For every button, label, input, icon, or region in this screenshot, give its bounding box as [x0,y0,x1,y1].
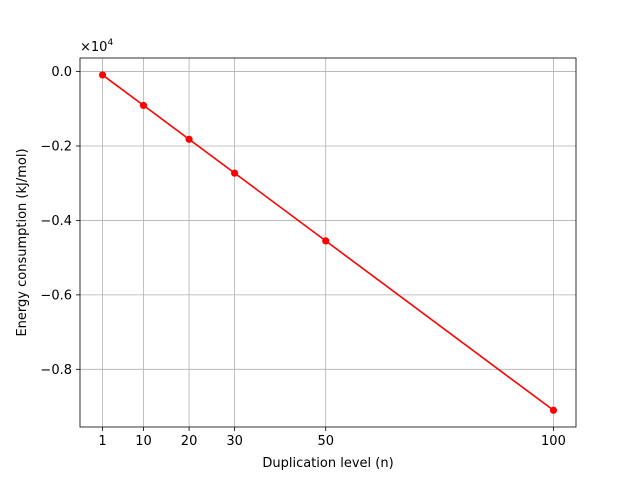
y-tick-label: −0.4 [40,214,72,229]
y-scale-exponent: 4 [107,38,113,48]
data-point [139,101,148,110]
x-tick-label: 10 [135,434,152,449]
data-point [231,169,239,177]
x-tick-label: 1 [98,434,106,449]
y-tick-label: −0.2 [40,139,72,154]
x-tick-label: 50 [317,434,334,449]
y-tick-label: −0.8 [40,363,72,378]
y-scale-factor: ×104 [80,38,113,55]
y-tick-label: −0.6 [40,288,72,303]
data-point [549,406,558,414]
x-axis-label: Duplication level (n) [262,456,393,471]
data-point [98,71,107,79]
x-tick-label: 20 [181,434,198,449]
y-axis-ticks: 0.0 −0.2 −0.4 −0.6 −0.8 [40,65,80,378]
series-layer [98,71,558,414]
x-tick-label: 30 [226,434,243,449]
y-axis-label: Energy consumption (kJ/mol) [15,148,30,336]
plot-frame [79,57,577,428]
y-tick-label: 0.0 [51,65,72,80]
series-line [102,74,554,411]
data-point [185,135,193,143]
y-scale-base: ×10 [80,40,107,55]
x-axis-ticks: 1 10 20 30 50 100 [98,427,566,449]
x-tick-label: 100 [541,434,566,449]
data-point [322,237,330,245]
